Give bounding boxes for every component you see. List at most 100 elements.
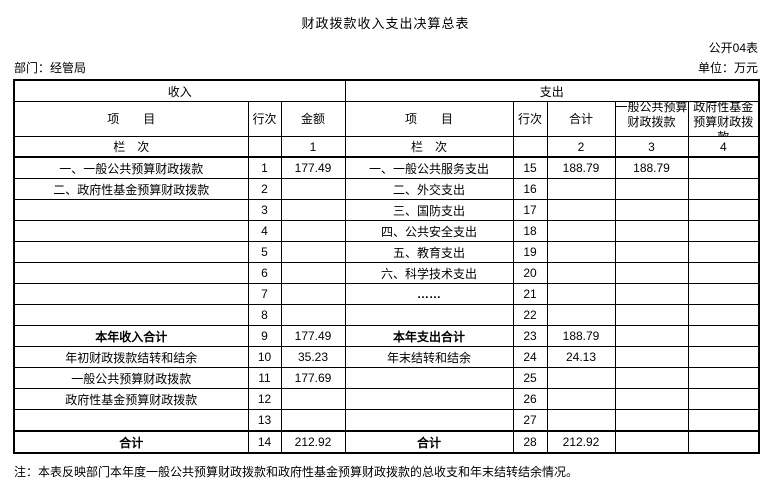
expense-total <box>546 409 616 432</box>
income-row-no: 5 <box>247 241 282 263</box>
expense-row-no: 15 <box>512 156 548 179</box>
income-rowno-header: 行次 <box>247 101 282 137</box>
meta-line: 部门：经管局 单位：万元 <box>14 59 758 76</box>
column-number-1: 1 <box>280 136 346 158</box>
income-item: 一般公共预算财政拨款 <box>13 367 249 389</box>
income-row-no: 9 <box>247 325 282 347</box>
expense-fund <box>687 156 760 179</box>
table-row: 4 四、公共安全支出 18 <box>13 220 760 242</box>
income-row-no: 1 <box>247 156 282 179</box>
expense-total <box>546 199 616 221</box>
expense-fund <box>687 178 760 200</box>
expense-item-header: 项 目 <box>344 101 514 137</box>
table-row: 一、一般公共预算财政拨款 1 177.49 一、一般公共服务支出 15 188.… <box>13 156 760 179</box>
income-amount: 35.23 <box>280 346 346 368</box>
expense-total: 212.92 <box>546 430 616 454</box>
income-row-no: 10 <box>247 346 282 368</box>
expense-total: 188.79 <box>546 156 616 179</box>
expense-general: 188.79 <box>614 156 689 179</box>
income-row-no: 12 <box>247 388 282 410</box>
expense-total-header: 合计 <box>546 101 616 137</box>
income-row-no: 2 <box>247 178 282 200</box>
income-amount <box>280 409 346 432</box>
income-amount: 177.49 <box>280 325 346 347</box>
income-amount <box>280 220 346 242</box>
expense-row-no: 17 <box>512 199 548 221</box>
expense-general <box>614 220 689 242</box>
income-item <box>13 262 249 284</box>
expense-general <box>614 241 689 263</box>
income-item <box>13 220 249 242</box>
income-row-no: 11 <box>247 367 282 389</box>
table-row: 年初财政拨款结转和结余 10 35.23 年末结转和结余 24 24.13 <box>13 346 760 368</box>
expense-gov-fund-header: 政府性基金预算财政拨款 <box>687 101 760 137</box>
expense-fund <box>687 262 760 284</box>
expense-general <box>614 199 689 221</box>
expense-total <box>546 283 616 305</box>
expense-general <box>614 325 689 347</box>
income-row-no: 13 <box>247 409 282 432</box>
income-amount <box>280 262 346 284</box>
expense-row-no: 27 <box>512 409 548 432</box>
expense-total <box>546 178 616 200</box>
expense-general <box>614 262 689 284</box>
footnote: 注：本表反映部门本年度一般公共预算财政拨款和政府性基金预算财政拨款的总收支和年末… <box>14 465 579 479</box>
expense-item: 五、教育支出 <box>344 241 514 263</box>
income-item <box>13 283 249 305</box>
expense-lanci-label: 栏 次 <box>344 136 514 158</box>
expense-row-no: 23 <box>512 325 548 347</box>
income-amount <box>280 388 346 410</box>
section-header-row: 收入 支出 <box>13 79 760 102</box>
expense-general <box>614 367 689 389</box>
expense-fund <box>687 199 760 221</box>
expense-item <box>344 304 514 326</box>
expense-general <box>614 346 689 368</box>
expense-row-no: 16 <box>512 178 548 200</box>
expense-item: 三、国防支出 <box>344 199 514 221</box>
expense-section-header: 支出 <box>344 79 760 102</box>
expense-item <box>344 367 514 389</box>
income-row-no: 14 <box>247 430 282 454</box>
expense-general-budget-header: 一般公共预算财政拨款 <box>614 101 689 137</box>
expense-rowno-header: 行次 <box>512 101 548 137</box>
income-item <box>13 241 249 263</box>
grand-total-row: 合计 14 212.92 合计 28 212.92 <box>13 430 760 454</box>
table-row: 7 …… 21 <box>13 283 760 305</box>
table-row: 3 三、国防支出 17 <box>13 199 760 221</box>
income-item: 年初财政拨款结转和结余 <box>13 346 249 368</box>
expense-fund <box>687 220 760 242</box>
table-row: 一般公共预算财政拨款 11 177.69 25 <box>13 367 760 389</box>
expense-item: 四、公共安全支出 <box>344 220 514 242</box>
expense-fund <box>687 346 760 368</box>
unit-label: 单位：万元 <box>697 61 758 75</box>
income-row-no: 3 <box>247 199 282 221</box>
column-number-2: 2 <box>546 136 616 158</box>
expense-fund <box>687 325 760 347</box>
income-item: 二、政府性基金预算财政拨款 <box>13 178 249 200</box>
expense-item: 本年支出合计 <box>344 325 514 347</box>
expense-row-no: 26 <box>512 388 548 410</box>
income-row-no: 4 <box>247 220 282 242</box>
income-amount <box>280 304 346 326</box>
expense-general <box>614 178 689 200</box>
expense-item: 二、外交支出 <box>344 178 514 200</box>
income-amount: 177.69 <box>280 367 346 389</box>
income-row-no: 6 <box>247 262 282 284</box>
table-row: 8 22 <box>13 304 760 326</box>
expense-row-no: 24 <box>512 346 548 368</box>
income-amount <box>280 178 346 200</box>
income-item: 合计 <box>13 430 249 454</box>
income-item-header: 项 目 <box>13 101 249 137</box>
income-row-no: 7 <box>247 283 282 305</box>
income-item <box>13 304 249 326</box>
table-row: 二、政府性基金预算财政拨款 2 二、外交支出 16 <box>13 178 760 200</box>
income-section-header: 收入 <box>13 79 346 102</box>
expense-total <box>546 262 616 284</box>
expense-row-no: 22 <box>512 304 548 326</box>
expense-item: 六、科学技术支出 <box>344 262 514 284</box>
expense-row-no: 18 <box>512 220 548 242</box>
expense-row-no: 19 <box>512 241 548 263</box>
expense-row-no: 28 <box>512 430 548 454</box>
income-amount-header: 金额 <box>280 101 346 137</box>
income-item: 一、一般公共预算财政拨款 <box>13 156 249 179</box>
